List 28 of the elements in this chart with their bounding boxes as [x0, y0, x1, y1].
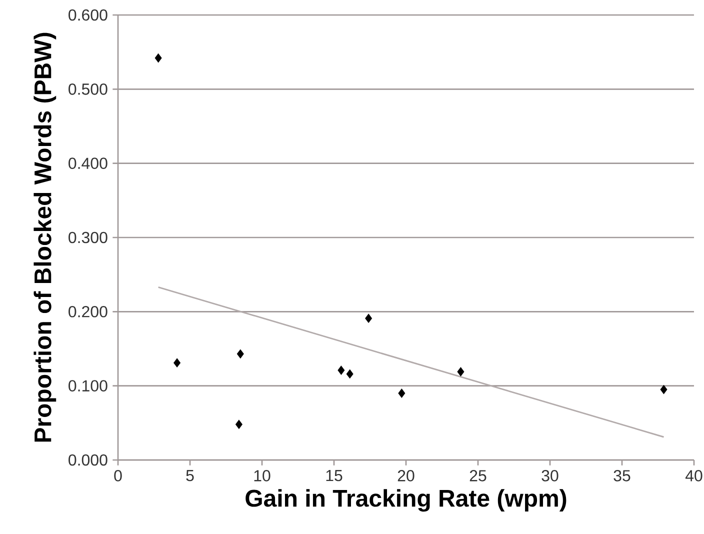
x-tick-label: 15	[326, 470, 342, 482]
point	[338, 366, 345, 375]
x-tick-label: 5	[186, 470, 194, 482]
y-tick-label: 0.000	[68, 454, 108, 466]
x-tick-label: 35	[614, 470, 630, 482]
y-axis-title: Proportion of Blocked Words (PBW)	[34, 32, 56, 442]
point	[457, 367, 464, 376]
x-tick-label: 10	[254, 470, 270, 482]
point	[235, 420, 242, 429]
x-axis-title: Gain in Tracking Rate (wpm)	[246, 489, 566, 512]
point	[154, 53, 162, 63]
point	[236, 349, 244, 358]
y-tick-label: 0.100	[68, 380, 108, 392]
x-tick-label: 0	[114, 470, 122, 482]
point	[660, 384, 668, 394]
point	[346, 369, 354, 378]
y-tick-label: 0.500	[68, 84, 108, 95]
x-tick-label: 30	[542, 470, 558, 482]
x-tick-label: 20	[398, 470, 414, 482]
point	[365, 314, 372, 323]
y-tick-label: 0.300	[68, 232, 108, 244]
y-tick-label: 0.200	[68, 306, 108, 318]
x-tick-label: 25	[470, 470, 486, 482]
point	[398, 388, 406, 398]
y-tick-label: 0.400	[68, 158, 108, 169]
x-tick-label: 40	[685, 470, 702, 482]
y-tick-label: 0.600	[68, 9, 108, 21]
point	[174, 358, 181, 368]
